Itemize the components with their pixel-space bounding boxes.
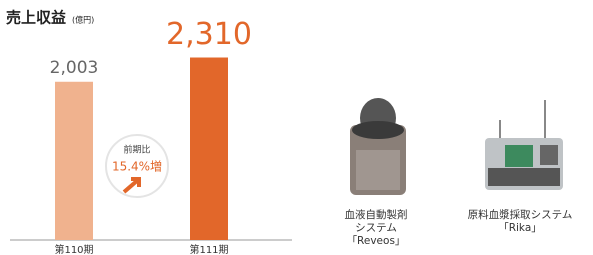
- machine-top: [352, 121, 404, 139]
- machine-panel: [356, 150, 400, 190]
- page: 売上収益 (億円) 前期比 15.4%増 2,003 第110期 2,310 第111…: [0, 0, 593, 255]
- product-reveos: [350, 98, 406, 195]
- machine-base: [488, 168, 560, 186]
- product-rika: [485, 100, 563, 190]
- badge-label: 前期比: [123, 144, 150, 156]
- product-caption: 「Reveos」: [347, 235, 406, 247]
- product-caption: 血液自動製剤: [345, 208, 408, 221]
- product-caption: 原料血漿採取システム: [468, 208, 573, 221]
- value-label: 2,310: [166, 17, 252, 52]
- chart-title: 売上収益: [6, 9, 66, 27]
- value-label: 2,003: [50, 58, 99, 78]
- badge-value: 15.4%増: [112, 160, 162, 174]
- growth-badge: 前期比 15.4%増: [106, 135, 168, 197]
- bar: [55, 82, 93, 240]
- chart-unit: (億円): [72, 15, 94, 25]
- x-tick-label: 第111期: [189, 243, 228, 255]
- product-caption: システム: [355, 222, 397, 234]
- product-caption: 「Rika」: [498, 222, 542, 234]
- machine-screen: [505, 145, 533, 167]
- x-tick-label: 第110期: [54, 243, 93, 255]
- machine-panel: [540, 145, 558, 165]
- bar: [190, 58, 228, 240]
